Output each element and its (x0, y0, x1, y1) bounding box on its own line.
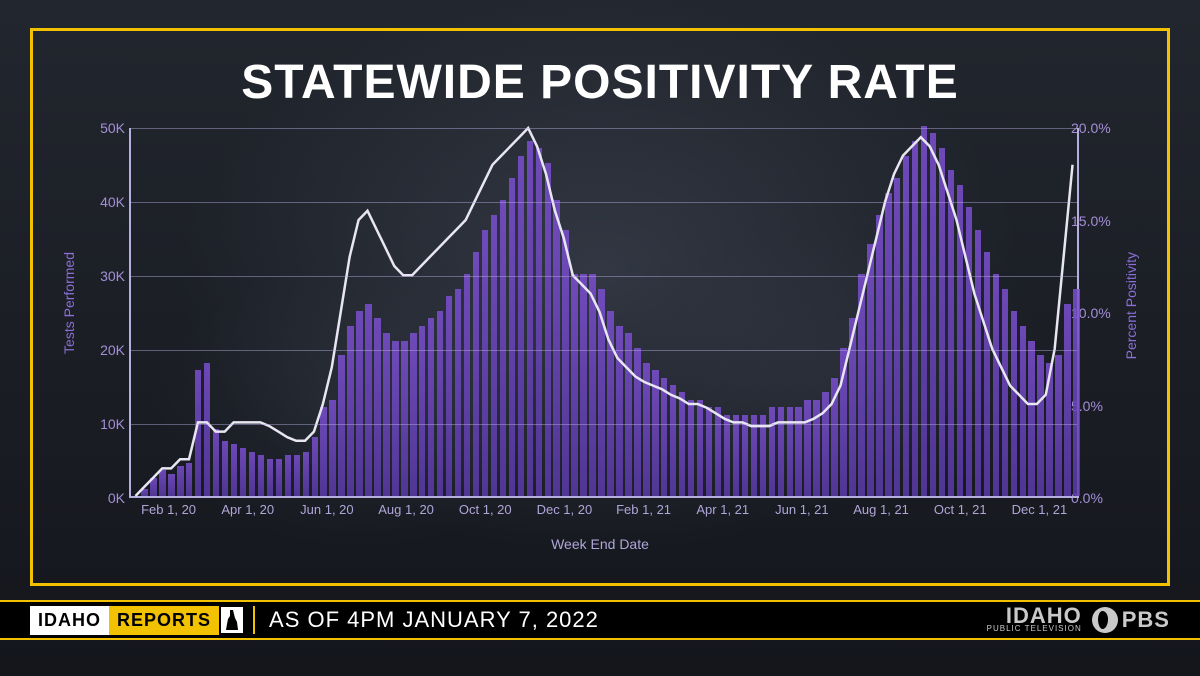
y-left-axis-label: Tests Performed (61, 252, 77, 354)
chart-area: Tests Performed Percent Positivity 0K10K… (61, 122, 1139, 552)
y-left-ticks: 0K10K20K30K40K50K (89, 128, 125, 498)
brand-reports: REPORTS (109, 606, 219, 635)
lower-third-subtitle: AS OF 4PM JANUARY 7, 2022 (269, 607, 599, 633)
brand-idaho: IDAHO (30, 606, 109, 635)
plot-region (129, 128, 1079, 498)
divider (253, 606, 255, 634)
idaho-state-icon (221, 607, 243, 633)
station-id: IDAHO PUBLIC TELEVISION PBS (987, 607, 1170, 633)
pbs-text: PBS (1122, 607, 1170, 633)
pbs-logo: PBS (1092, 607, 1170, 633)
lower-third: IDAHO REPORTS AS OF 4PM JANUARY 7, 2022 … (0, 600, 1200, 640)
chart-title: STATEWIDE POSITIVITY RATE (61, 55, 1139, 110)
y-right-axis-label: Percent Positivity (1123, 252, 1139, 359)
x-ticks: Feb 1, 20Apr 1, 20Jun 1, 20Aug 1, 20Oct … (129, 502, 1079, 522)
line-series (131, 128, 1077, 496)
pbs-head-icon (1092, 607, 1118, 633)
station-sub: PUBLIC TELEVISION (987, 626, 1082, 633)
x-axis-label: Week End Date (61, 536, 1139, 552)
chart-frame: STATEWIDE POSITIVITY RATE Tests Performe… (30, 28, 1170, 586)
